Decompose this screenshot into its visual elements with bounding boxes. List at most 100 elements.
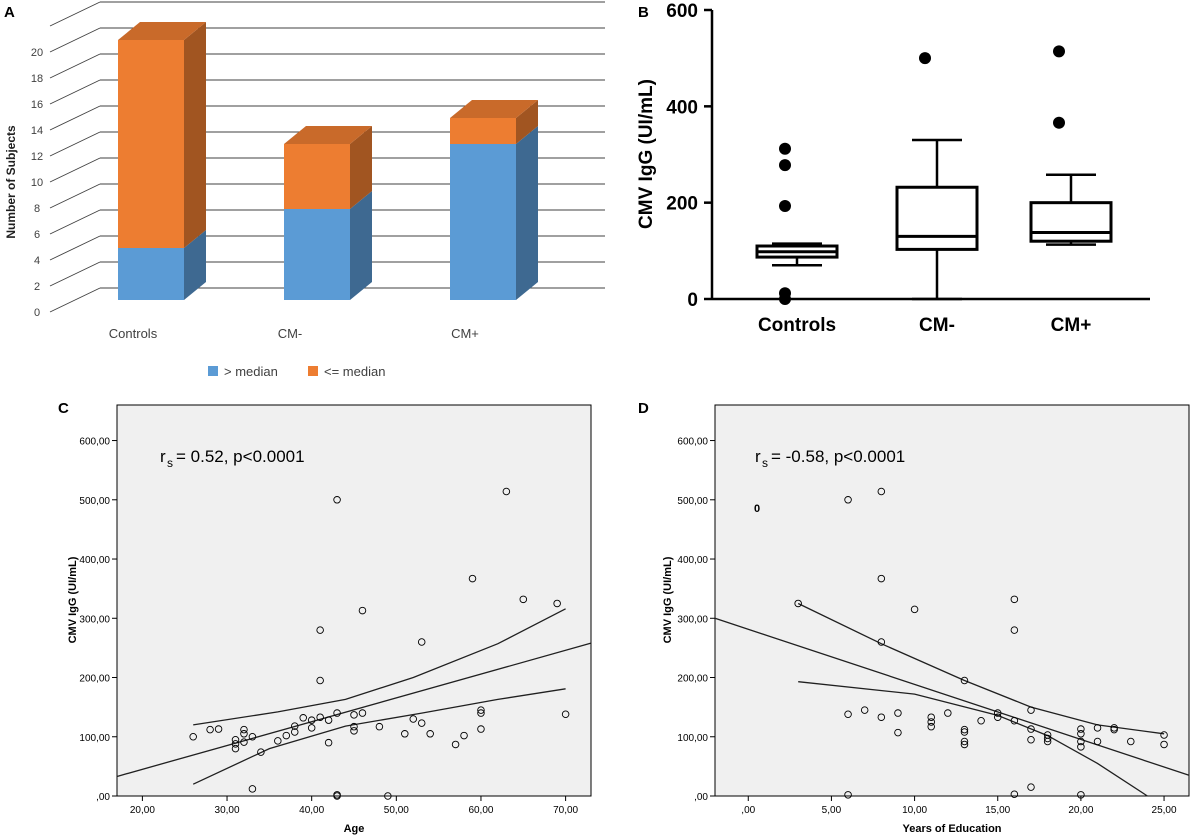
x-tick-label: 70,00: [553, 805, 578, 816]
data-point: [214, 725, 223, 733]
panel-b-yticks: 0 200 400 600: [666, 1, 712, 311]
gridline-diagonal: [49, 235, 101, 261]
y-tick-label: 300,00: [79, 614, 110, 625]
data-point: [1077, 743, 1085, 751]
x-tick-label: 50,00: [384, 805, 409, 816]
data-point: [274, 737, 282, 745]
data-point: [350, 711, 358, 719]
gridline-diagonal: [49, 79, 101, 105]
panel-a-legend: > median <= median: [208, 364, 385, 379]
y-tick-label: 500,00: [677, 496, 708, 507]
data-point: [944, 709, 952, 717]
data-point: [993, 709, 1002, 717]
data-point: [375, 722, 384, 731]
panel-d-annotation-text: = -0.58, p<0.0001: [771, 447, 905, 466]
category-label: Controls: [758, 315, 836, 336]
data-point: [316, 676, 324, 685]
data-point: [877, 574, 886, 583]
x-tick-label: 15,00: [985, 805, 1010, 816]
panel-a-category-labels: Controls CM- CM+: [109, 326, 479, 341]
panel-b: B CMV IgG (UI/mL) 0 200 400 600 Controls CM-…: [636, 1, 1150, 336]
data-point: [877, 638, 886, 646]
data-point: [927, 722, 935, 731]
panel-c-marks: [116, 487, 592, 800]
panel-d-outlier-label: 0: [754, 503, 760, 515]
outlier-point: [779, 142, 791, 155]
category-label: CM-: [278, 326, 303, 341]
y-tick-label: 0: [34, 307, 40, 319]
bar-front-Controls-0: [118, 248, 184, 300]
confidence-band-lower: [798, 681, 1148, 797]
data-point: [1160, 740, 1168, 749]
data-point: [350, 722, 358, 731]
panel-b-letter: B: [638, 4, 649, 21]
data-point: [894, 709, 902, 717]
data-point: [860, 706, 869, 714]
bar-side-CM+-1: [516, 100, 538, 144]
data-point: [1027, 783, 1035, 791]
data-point: [333, 496, 341, 504]
legend-swatch-above-median: [208, 366, 218, 376]
outlier-point: [779, 200, 791, 213]
data-point: [960, 676, 969, 685]
data-point: [519, 595, 528, 604]
data-point: [333, 792, 341, 800]
data-point: [384, 792, 392, 800]
data-point: [1027, 725, 1035, 733]
data-point: [1127, 737, 1135, 746]
y-tick-label: ,00: [96, 792, 110, 803]
data-point: [1010, 790, 1019, 798]
data-point: [358, 606, 367, 615]
data-point: [291, 722, 299, 730]
box: [895, 185, 979, 251]
data-point: [844, 496, 852, 504]
data-point: [231, 735, 240, 744]
data-point: [1077, 730, 1085, 738]
bar-side-CM--0: [350, 191, 372, 300]
data-point: [358, 709, 367, 717]
panel-c-ylabel: CMV IgG (UI/mL): [67, 556, 79, 643]
y-tick-label: 400,00: [677, 555, 708, 566]
y-tick-label: 400: [666, 97, 698, 118]
data-point: [477, 706, 485, 714]
y-tick-label: 600: [666, 1, 698, 22]
bar-front-CM--1: [284, 144, 350, 209]
panel-c-xlabel: Age: [344, 823, 365, 835]
bar-top-CM-: [284, 126, 372, 144]
data-point: [189, 733, 197, 741]
data-point: [1043, 737, 1052, 746]
y-tick-label: 20: [31, 47, 43, 59]
category-label: CM+: [451, 326, 479, 341]
data-point: [401, 730, 409, 738]
data-point: [877, 487, 886, 496]
data-point: [844, 791, 852, 799]
x-tick-label: ,00: [741, 805, 755, 816]
data-point: [206, 725, 214, 734]
y-tick-label: 200,00: [677, 674, 708, 685]
panel-d-ylabel: CMV IgG (UI/mL): [662, 556, 674, 643]
gridline-diagonal: [49, 183, 101, 209]
panel-c-annotation-sub: s: [167, 456, 173, 470]
x-tick-label: 5,00: [822, 805, 842, 816]
data-point: [426, 730, 434, 738]
data-point: [417, 638, 426, 646]
outlier-point: [919, 52, 931, 65]
data-point: [1093, 737, 1102, 746]
data-point: [460, 731, 468, 740]
bar-front-CM+-0: [450, 144, 516, 300]
x-tick-label: 30,00: [215, 805, 240, 816]
data-point: [910, 605, 919, 614]
y-tick-label: 4: [34, 255, 40, 267]
data-point: [561, 710, 570, 718]
data-point: [1093, 724, 1102, 732]
gridline-diagonal: [49, 261, 101, 287]
y-tick-label: 16: [31, 99, 43, 111]
panel-a-ylabel: Number of Subjects: [4, 125, 18, 239]
data-point: [1010, 717, 1019, 725]
panel-a: A 0 2 4 6 8 10 12 14 16 18 20 Controls CM- CM+ Numbe…: [4, 1, 605, 379]
panel-d-yticks: ,00 100,00 200,00 300,00 400,00 500,00 600,00: [677, 437, 715, 803]
panel-d-plot-area: [714, 404, 1190, 797]
regression-line: [116, 642, 592, 778]
panel-b-category-labels: Controls CM- CM+: [758, 315, 1091, 336]
